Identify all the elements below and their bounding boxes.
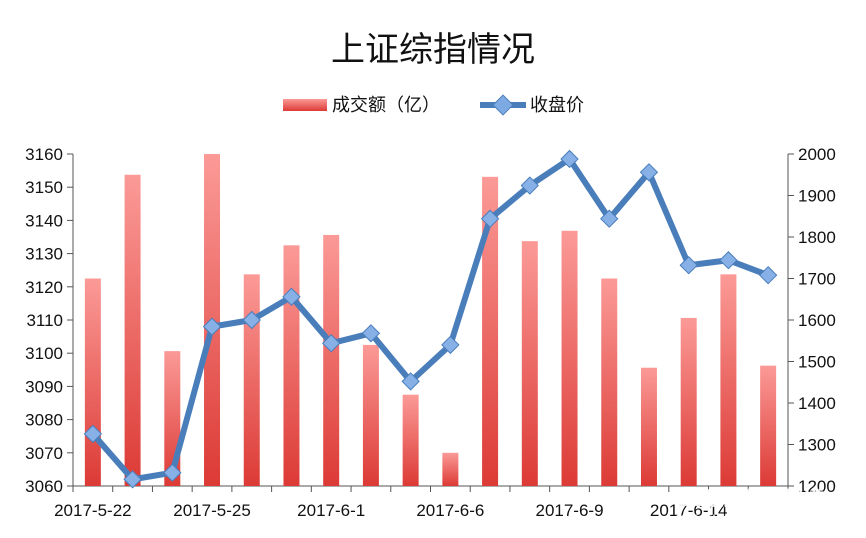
x-tick-label: 2017-5-25 [173, 501, 251, 520]
legend-bar-label: 成交额（亿） [332, 95, 440, 116]
line-point [679, 256, 698, 275]
left-tick-label: 3130 [25, 245, 63, 264]
bar [323, 234, 340, 486]
line-point [202, 317, 222, 336]
line-point [600, 209, 619, 228]
right-tick-label: 1600 [798, 311, 836, 330]
bar [442, 452, 459, 486]
bar [561, 230, 578, 486]
line-point [242, 310, 261, 330]
right-tick-label: 1800 [798, 228, 836, 247]
line-point [758, 265, 778, 285]
left-tick-label: 3160 [25, 145, 63, 164]
left-tick-label: 3140 [25, 211, 63, 230]
line-point [520, 176, 539, 195]
left-tick-label: 3150 [25, 178, 63, 197]
bar [720, 274, 737, 486]
line-point [480, 209, 500, 228]
right-tick-label: 1500 [798, 353, 836, 372]
line-point [441, 335, 460, 355]
line-point [560, 149, 579, 169]
line-point [361, 324, 381, 343]
bar [760, 365, 777, 486]
right-tick-label: 1900 [798, 187, 836, 206]
x-tick-label: 2017-6-6 [416, 501, 484, 520]
chart-title: 上证综指情况 [331, 30, 535, 70]
line-point [123, 470, 142, 489]
watermark-text: 21世纪经济报道 [676, 487, 824, 511]
watermark: 21世纪经济报道 21ST CENTURY BUSINESS HERALD [676, 487, 831, 523]
bar-series [84, 154, 777, 486]
x-tick-label: 2017-6-14 [650, 501, 728, 520]
watermark-sub: 21ST CENTURY BUSINESS HERALD [676, 513, 831, 523]
left-tick-label: 3070 [25, 444, 63, 463]
legend: 成交额（亿） 收盘价 [283, 94, 584, 116]
left-tick-label: 3100 [25, 344, 63, 363]
line-point [163, 463, 182, 482]
line-point [401, 372, 420, 391]
line-path [90, 155, 770, 483]
legend-line-marker [492, 94, 514, 116]
line-series [83, 149, 778, 489]
line-point [322, 334, 341, 353]
right-tick-label: 1300 [798, 436, 836, 455]
x-tick-label: 2017-5-22 [54, 501, 132, 520]
bar [640, 367, 657, 486]
bar [482, 176, 499, 486]
bar [362, 344, 379, 486]
bar [680, 317, 697, 486]
bar [521, 241, 538, 486]
right-tick-label: 1700 [798, 270, 836, 289]
legend-bar-swatch [283, 99, 327, 111]
bar [243, 274, 260, 486]
tick-labels: 3060 3070 3080 3090 3100 3110 3120 3130 3140 3150… [25, 145, 836, 520]
axes [67, 153, 794, 492]
right-tick-label: 1200 [798, 477, 836, 496]
right-tick-label: 1400 [798, 394, 836, 413]
x-tick-label: 2017-6-1 [297, 501, 365, 520]
bar [601, 278, 618, 486]
left-tick-label: 3080 [25, 411, 63, 430]
line-point [719, 251, 738, 270]
bar [402, 394, 419, 486]
x-tick-label: 2017-6-9 [535, 501, 603, 520]
left-tick-label: 3090 [25, 377, 63, 396]
right-tick-label: 2000 [798, 145, 836, 164]
left-tick-label: 3060 [25, 477, 63, 496]
bar [283, 245, 300, 486]
bar [124, 174, 141, 486]
bar [84, 278, 101, 486]
line-point [639, 163, 659, 182]
line-point [83, 424, 103, 444]
left-tick-label: 3110 [26, 311, 63, 330]
legend-line-label: 收盘价 [530, 95, 584, 116]
left-tick-label: 3120 [25, 278, 63, 297]
line-point [282, 287, 301, 306]
